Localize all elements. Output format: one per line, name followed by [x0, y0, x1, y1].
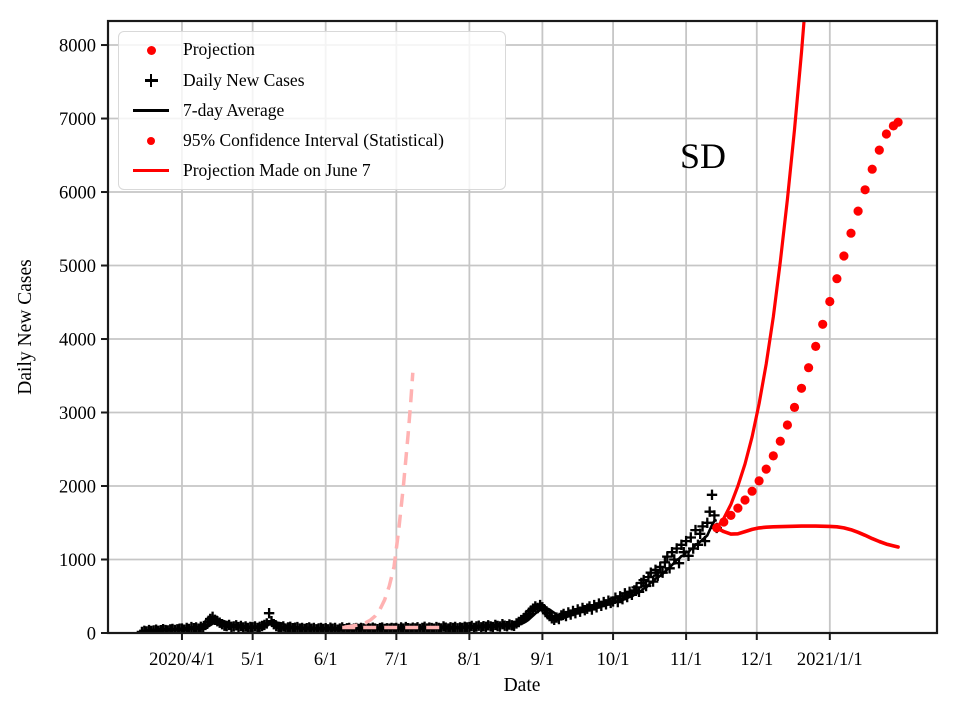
y-tick-label: 2000 — [59, 478, 96, 498]
legend-label: Projection — [183, 39, 255, 60]
x-tick-label: 12/1 — [740, 650, 773, 670]
projection-dot — [853, 206, 863, 216]
ci-dot-icon — [119, 136, 183, 145]
projection-dot — [719, 517, 729, 527]
legend-row-avg7: 7-day Average — [119, 95, 505, 125]
y-tick-label: 7000 — [59, 110, 96, 130]
projection-dot — [796, 383, 807, 393]
projection-dot — [747, 486, 757, 496]
projection-dots — [712, 117, 903, 533]
projection-dot — [832, 274, 842, 284]
projection-dot — [867, 164, 877, 174]
x-tick-label: 6/1 — [314, 650, 338, 670]
projection-dot — [761, 464, 771, 474]
legend-label: Projection Made on June 7 — [183, 160, 371, 181]
projection-dot — [874, 145, 884, 155]
axes-spines-and-ticks — [101, 19, 939, 640]
red-line-icon — [119, 169, 183, 173]
legend-row-confidence-interval: 95% Confidence Interval (Statistical) — [119, 126, 505, 156]
plot-border — [106, 19, 939, 635]
projection-dot — [733, 503, 743, 513]
black-line-icon — [119, 108, 183, 112]
legend: Projection Daily New Cases 7-day Average… — [118, 31, 506, 190]
projection-dot — [712, 523, 722, 533]
x-tick-label: 10/1 — [597, 650, 630, 670]
projection-dot — [818, 319, 828, 329]
x-tick-label: 11/1 — [670, 650, 702, 670]
x-axis-label: Date — [504, 675, 541, 696]
avg7-line — [141, 518, 718, 633]
projection-dot — [726, 510, 736, 520]
projection-dot — [811, 341, 821, 351]
projection-dot — [782, 420, 793, 430]
x-tick-label: 9/1 — [531, 650, 555, 670]
y-tick-label: 4000 — [59, 331, 96, 351]
legend-row-projection: Projection — [119, 35, 505, 65]
state-annotation: SD — [680, 136, 726, 176]
june7-upper-dashed — [344, 372, 415, 629]
ci-upper-line — [715, 21, 806, 529]
projection-dot — [839, 251, 849, 261]
projection-dot — [804, 363, 814, 373]
x-tick-label: 5/1 — [241, 650, 265, 670]
ci-lower-line — [714, 524, 900, 549]
legend-label: Daily New Cases — [183, 69, 305, 90]
legend-row-daily-cases: Daily New Cases — [119, 65, 505, 95]
x-tick-label: 2020/4/1 — [149, 650, 215, 670]
y-axis-label: Daily New Cases — [15, 259, 36, 394]
projection-dot-icon — [119, 45, 183, 55]
y-tick-label: 6000 — [59, 184, 96, 204]
legend-label: 7-day Average — [183, 99, 285, 120]
x-tick-label: 2021/1/1 — [797, 650, 863, 670]
projection-dot — [789, 402, 800, 412]
data-series — [136, 21, 903, 633]
projection-dot — [768, 451, 778, 461]
projection-dot — [740, 495, 750, 505]
y-tick-label: 3000 — [59, 404, 96, 424]
legend-label: 95% Confidence Interval (Statistical) — [183, 129, 444, 150]
x-tick-label: 8/1 — [458, 650, 482, 670]
plus-marker-icon — [119, 73, 183, 87]
projection-dot — [881, 129, 892, 139]
y-tick-labels: 0 1000 2000 3000 4000 5000 6000 7000 8000 — [59, 37, 96, 645]
daily-cases-markers — [136, 489, 722, 633]
projection-dot — [893, 117, 903, 127]
projection-dot — [860, 185, 870, 195]
projection-dot — [825, 296, 835, 307]
legend-row-june7-projection: Projection Made on June 7 — [119, 156, 505, 186]
y-tick-label: 5000 — [59, 257, 96, 277]
y-tick-label: 8000 — [59, 37, 96, 57]
y-tick-label: 0 — [87, 625, 96, 645]
x-tick-labels: 2020/4/1 5/1 6/1 7/1 8/1 9/1 10/1 11/1 12/1 2021/… — [149, 650, 863, 670]
projection-dot — [846, 228, 856, 238]
projection-dot — [754, 476, 764, 486]
projection-dot — [775, 436, 785, 446]
x-tick-label: 7/1 — [385, 650, 409, 670]
y-tick-label: 1000 — [59, 551, 96, 571]
